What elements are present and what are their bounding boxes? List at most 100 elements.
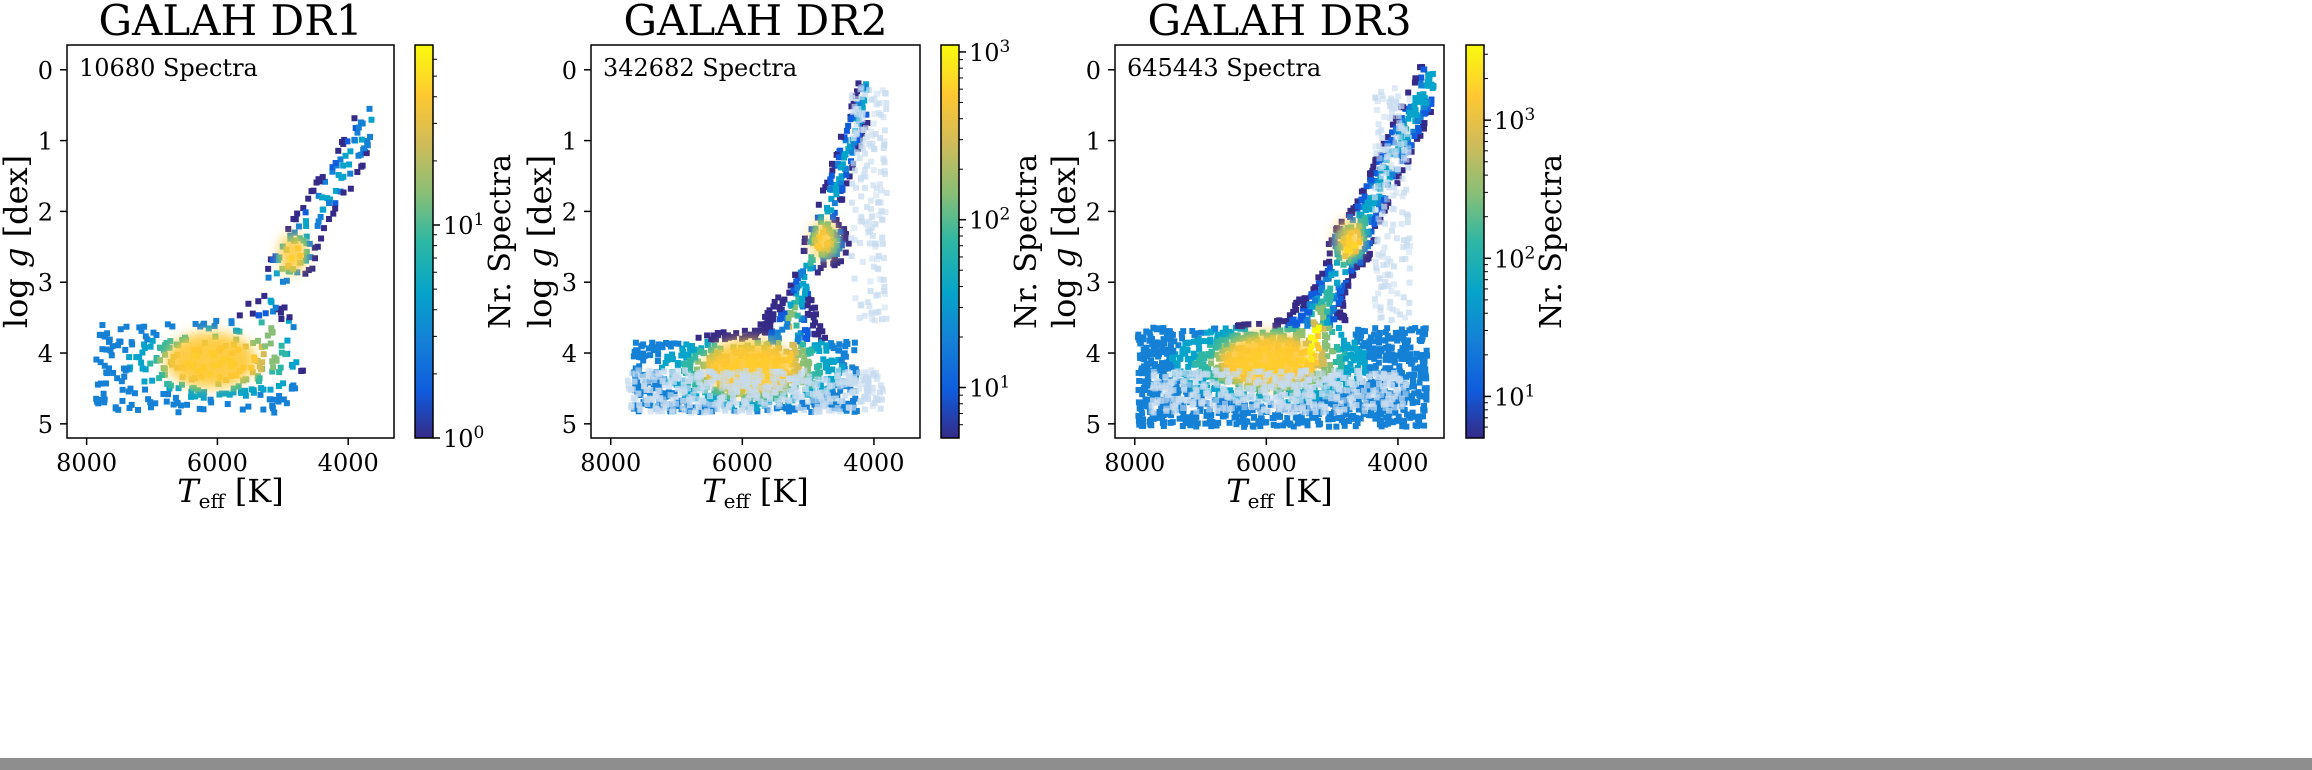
heatmap-cell: [123, 323, 130, 330]
heatmap-cell: [126, 354, 133, 361]
heatmap-cell: [815, 342, 822, 349]
heatmap-cell: [1155, 414, 1162, 421]
flagged-cell: [1195, 374, 1202, 381]
heatmap-cell: [1185, 419, 1192, 426]
heatmap-cell: [1337, 364, 1344, 371]
heatmap-cell: [97, 359, 104, 366]
heatmap-cell: [1185, 339, 1192, 346]
heatmap-cell: [817, 214, 824, 221]
heatmap-cell: [1315, 421, 1322, 428]
heatmap-cell: [812, 331, 819, 338]
heatmap-cell: [1162, 402, 1169, 409]
heatmap-cell: [1306, 301, 1313, 308]
flagged-cell: [879, 234, 886, 241]
heatmap-cell: [1338, 331, 1345, 338]
heatmap-cell: [686, 343, 693, 350]
flagged-cell: [635, 367, 642, 374]
heatmap-cell: [1190, 338, 1197, 345]
heatmap-cell: [358, 163, 365, 170]
flagged-cell: [1245, 385, 1252, 392]
heatmap-cell: [1321, 332, 1328, 339]
heatmap-cell: [335, 147, 342, 154]
flagged-cell: [1324, 389, 1331, 396]
flagged-cell: [1388, 316, 1395, 323]
heatmap-cell: [230, 385, 237, 392]
heatmap-cell: [1423, 396, 1430, 403]
heatmap-cell: [834, 160, 841, 167]
heatmap-cell: [1412, 75, 1419, 82]
heatmap-cell: [1369, 397, 1376, 404]
heatmap-cell: [779, 315, 786, 322]
heatmap-cell: [1305, 320, 1312, 327]
flagged-cell: [869, 384, 876, 391]
flagged-cell: [849, 389, 856, 396]
heatmap-cell: [1179, 415, 1186, 422]
flagged-cell: [1247, 394, 1254, 401]
flagged-cell: [1158, 382, 1165, 389]
flagged-cell: [756, 367, 763, 374]
heatmap-cell: [1361, 230, 1368, 237]
heatmap-cell: [712, 336, 719, 343]
heatmap-cell: [1340, 261, 1347, 268]
heatmap-cell: [213, 317, 220, 324]
heatmap-cell: [1273, 389, 1280, 396]
heatmap-cell: [775, 335, 782, 342]
flagged-cell: [1406, 265, 1413, 272]
flagged-cell: [1350, 385, 1357, 392]
heatmap-cell: [1422, 110, 1429, 117]
heatmap-cell: [1206, 420, 1213, 427]
flagged-cell: [878, 169, 885, 176]
flagged-cell: [1270, 385, 1277, 392]
heatmap-cell: [110, 369, 117, 376]
flagged-cell: [862, 150, 869, 157]
heatmap-cell: [1284, 325, 1291, 332]
heatmap-cell: [1376, 329, 1383, 336]
flagged-cell: [834, 373, 841, 380]
flagged-cell: [1382, 278, 1389, 285]
heatmap-cell: [1361, 369, 1368, 376]
heatmap-cell: [1324, 291, 1331, 298]
heatmap-cell: [103, 346, 110, 353]
heatmap-cell: [843, 180, 850, 187]
heatmap-cell: [97, 380, 104, 387]
heatmap-cell: [1348, 272, 1355, 279]
heatmap-cell: [100, 390, 107, 397]
heatmap-cell: [844, 340, 851, 347]
heatmap-cell: [120, 365, 127, 372]
heatmap-cell: [269, 402, 276, 409]
heatmap-cell: [1304, 418, 1311, 425]
heatmap-cell: [1376, 200, 1383, 207]
heatmap-cell: [1145, 370, 1152, 377]
flagged-cell: [1155, 384, 1162, 391]
heatmap-cell: [197, 323, 204, 330]
heatmap-cell: [271, 409, 278, 416]
flagged-cell: [1384, 196, 1391, 203]
flagged-cell: [707, 409, 714, 416]
colorbar-tick-label: 101: [969, 372, 1010, 402]
flagged-cell: [1192, 374, 1199, 381]
flagged-cell: [741, 376, 748, 383]
heatmap-cell: [338, 139, 345, 146]
heatmap-cell: [340, 189, 347, 196]
heatmap-cell: [775, 294, 782, 301]
flagged-cell: [1381, 220, 1388, 227]
heatmap-cell: [262, 343, 269, 350]
flagged-cell: [1153, 400, 1160, 407]
heatmap-cell: [1349, 217, 1356, 224]
heatmap-cell: [715, 332, 722, 339]
flagged-cell: [882, 170, 889, 177]
flagged-cell: [1288, 395, 1295, 402]
heatmap-cell: [103, 380, 110, 387]
flagged-cell: [1379, 92, 1386, 99]
flagged-cell: [1378, 283, 1385, 290]
heatmap-cell: [776, 306, 783, 313]
flagged-cell: [651, 377, 658, 384]
heatmap-cell: [1285, 321, 1292, 328]
flagged-cell: [702, 383, 709, 390]
heatmap-cell: [1146, 329, 1153, 336]
heatmap-cell: [1411, 413, 1418, 420]
flagged-cell: [1373, 150, 1380, 157]
heatmap-cell: [236, 312, 243, 319]
heatmap-cell: [1282, 420, 1289, 427]
heatmap-cell: [315, 176, 322, 183]
